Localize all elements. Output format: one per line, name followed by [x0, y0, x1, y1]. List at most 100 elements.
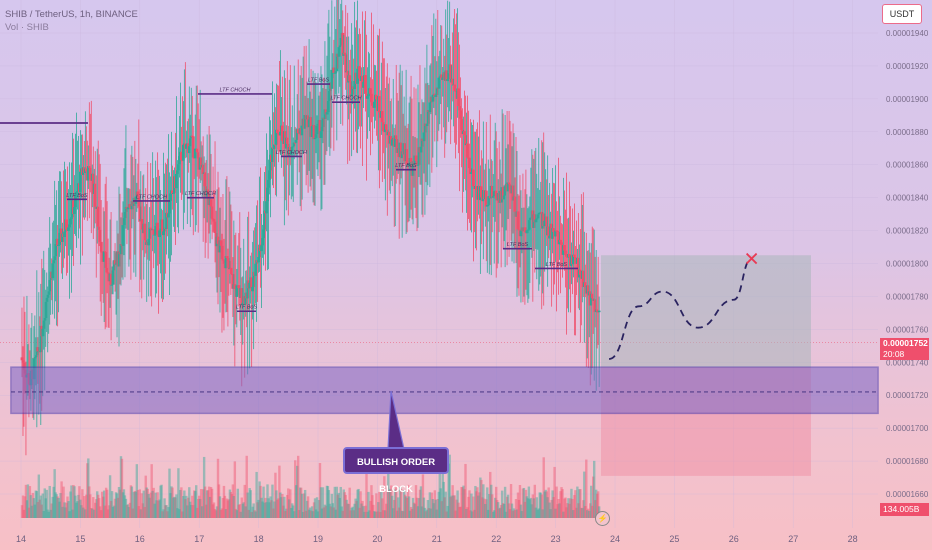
volume-bar [213, 508, 217, 518]
volume-bar [291, 503, 294, 518]
volume-bar [583, 471, 586, 518]
volume-bar [264, 497, 267, 518]
volume-bar [448, 454, 451, 518]
volume-bar [474, 485, 477, 518]
volume-bar [503, 486, 507, 518]
volume-bar [252, 503, 255, 518]
volume-bar [293, 511, 296, 518]
volume-bar [310, 506, 314, 518]
volume-bar [397, 507, 401, 518]
volume-bar [63, 502, 66, 518]
lightning-icon[interactable]: ⚡ [595, 511, 610, 526]
volume-bar [505, 496, 509, 518]
candle-body [586, 285, 590, 296]
candle-body [52, 260, 56, 264]
volume-bar [361, 500, 364, 518]
volume-bar [429, 508, 433, 518]
candle-body [320, 126, 324, 132]
candle-body [187, 146, 191, 154]
candle-body [560, 242, 563, 245]
candle-body [191, 136, 195, 158]
candle-body [554, 230, 557, 237]
volume-bar [484, 503, 487, 518]
candle-body [233, 284, 237, 289]
volume-bar [258, 481, 261, 518]
volume-bar [286, 494, 289, 518]
candle-body [344, 54, 348, 73]
candle-body [175, 173, 178, 189]
volume-bar [174, 497, 177, 518]
candle-body [222, 260, 226, 264]
volume-bar [261, 501, 264, 518]
volume-bar [326, 486, 330, 518]
candle-body [459, 110, 462, 119]
volume-bar [501, 503, 505, 518]
volume-bar [588, 510, 591, 518]
volume-bar [43, 488, 46, 518]
volume-bar [376, 511, 379, 518]
volume-bar [74, 495, 77, 518]
volume-bar [449, 496, 452, 518]
volume-bar [350, 507, 353, 518]
volume-bar [575, 507, 578, 518]
candle-body [399, 142, 403, 159]
volume-bar [389, 488, 392, 518]
volume-bar [226, 500, 230, 518]
volume-bar [314, 509, 318, 518]
volume-bar [584, 506, 587, 518]
candle-body [76, 191, 79, 193]
candle-body [356, 68, 359, 84]
candle-body [315, 125, 319, 135]
volume-bar [217, 484, 221, 518]
volume-bar [113, 498, 117, 518]
volume-bar [585, 459, 588, 518]
volume-bar [235, 510, 239, 518]
candle-body [351, 86, 355, 95]
y-tick-label: 0.00001720 [886, 391, 929, 400]
candle-body [53, 256, 57, 261]
volume-bar [423, 507, 427, 518]
volume-bar [81, 489, 84, 518]
volume-bar [146, 488, 149, 518]
candle-body [153, 234, 157, 236]
candle-body [390, 139, 394, 146]
volume-bar [289, 489, 292, 518]
volume-bar [73, 486, 76, 518]
volume-bar [587, 508, 590, 518]
volume-bar [166, 511, 169, 518]
candle-body [241, 302, 245, 306]
volume-bar [485, 499, 488, 518]
volume-bar [538, 492, 541, 518]
volume-bar [242, 502, 245, 518]
volume-bar [122, 489, 126, 518]
volume-bar [550, 499, 553, 518]
volume-bar [225, 498, 229, 518]
volume-bar [106, 509, 110, 518]
candle-body [121, 225, 125, 246]
volume-bar [451, 485, 454, 518]
volume-bar [127, 507, 131, 518]
volume-bar [369, 500, 372, 518]
candle-body [39, 325, 43, 353]
currency-button[interactable]: USDT [882, 4, 922, 24]
candle-body [248, 282, 252, 289]
candle-body [110, 284, 114, 286]
candle-body [210, 206, 214, 219]
candle-body [394, 135, 398, 139]
volume-bar [398, 487, 402, 518]
y-tick-label: 0.00001660 [886, 490, 929, 499]
candle-body [353, 81, 357, 89]
volume-bar [563, 498, 566, 518]
candle-body [519, 230, 523, 237]
volume-bar [270, 500, 273, 518]
x-tick-label: 19 [313, 534, 323, 544]
candle-body [119, 244, 123, 255]
candle-body [423, 123, 427, 133]
volume-bar [218, 496, 222, 518]
volume-bar [255, 471, 258, 518]
volume-bar [259, 485, 262, 518]
volume-bar [118, 489, 122, 518]
target-zone [601, 255, 811, 368]
candle-body [501, 187, 505, 200]
